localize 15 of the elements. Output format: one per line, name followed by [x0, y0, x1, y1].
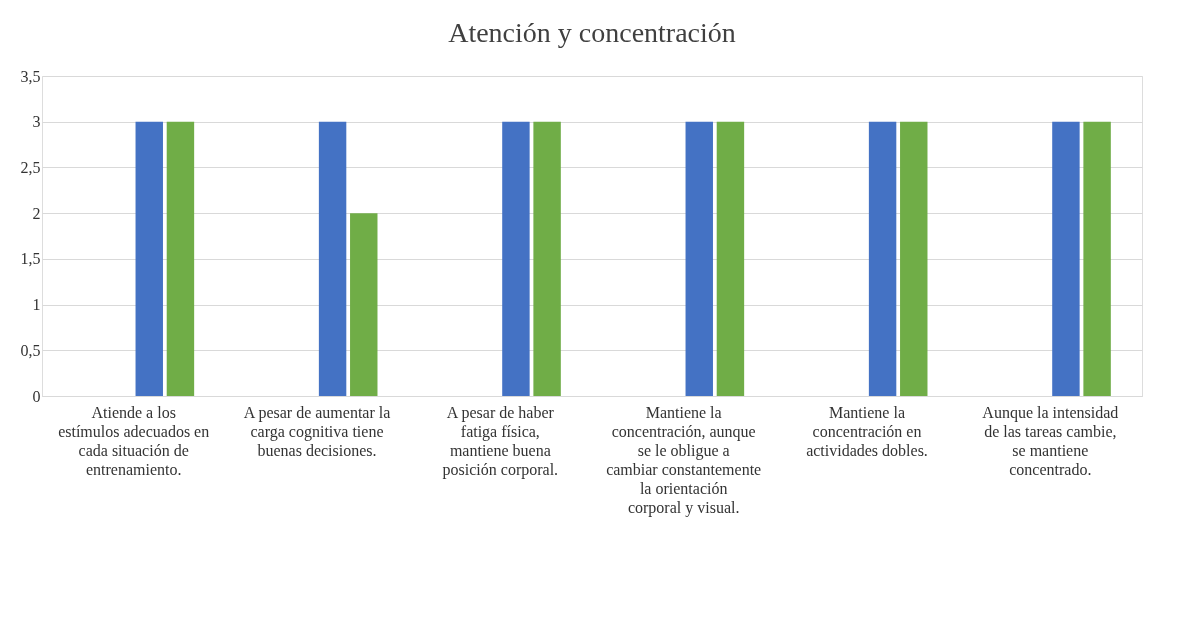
x-tick-label: Mantiene la concentración en actividades dobles. — [806, 403, 928, 459]
y-tick-label: 3,5 — [20, 67, 41, 85]
y-tick-label: 0,5 — [20, 341, 41, 359]
x-tick-label: Atiende a los estímulos adecuados en cada situación de entrenamiento. — [58, 403, 210, 478]
chart-title: Atención y concentración — [448, 17, 736, 48]
y-tick-label: 0 — [32, 387, 41, 405]
y-tick-label: 1,5 — [20, 250, 41, 268]
y-tick-label: 2 — [32, 204, 41, 222]
x-tick-label: A pesar de haber fatiga física, mantiene buena posición corporal. — [442, 403, 559, 479]
x-tick-label: Mantiene la concentración, aunque se le obligue a cambiar constantemente la orientación corporal y visual. — [606, 403, 762, 517]
x-tick-label: A pesar de aumentar la carga cognitiva tiene buenas decisiones. — [243, 403, 391, 459]
y-tick-label: 1 — [32, 296, 41, 314]
y-tick-label: 3 — [32, 113, 41, 131]
y-tick-label: 2,5 — [20, 158, 41, 176]
x-tick-label: Aunque la intensidad de las tareas cambie, se mantiene concentrado. — [982, 403, 1119, 478]
